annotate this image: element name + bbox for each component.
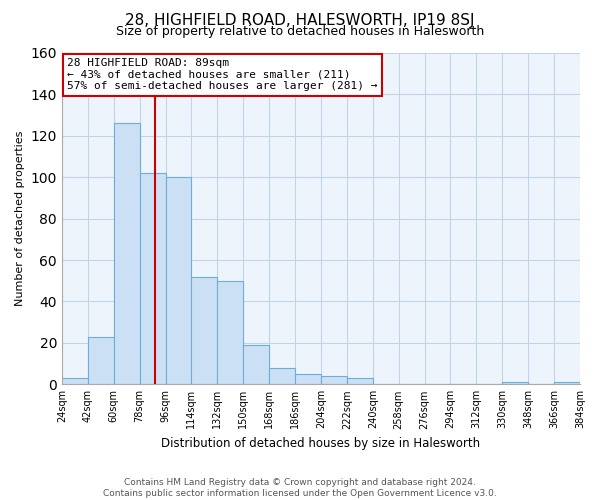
Bar xyxy=(114,124,140,384)
Bar xyxy=(554,382,580,384)
Bar xyxy=(269,368,295,384)
Bar xyxy=(217,281,243,384)
Bar xyxy=(191,276,217,384)
Text: 28 HIGHFIELD ROAD: 89sqm
← 43% of detached houses are smaller (211)
57% of semi-: 28 HIGHFIELD ROAD: 89sqm ← 43% of detach… xyxy=(67,58,377,91)
Bar xyxy=(321,376,347,384)
Bar xyxy=(347,378,373,384)
Bar xyxy=(166,177,191,384)
Text: 28, HIGHFIELD ROAD, HALESWORTH, IP19 8SJ: 28, HIGHFIELD ROAD, HALESWORTH, IP19 8SJ xyxy=(125,12,475,28)
Bar xyxy=(88,336,114,384)
Text: Size of property relative to detached houses in Halesworth: Size of property relative to detached ho… xyxy=(116,25,484,38)
Bar xyxy=(140,173,166,384)
X-axis label: Distribution of detached houses by size in Halesworth: Distribution of detached houses by size … xyxy=(161,437,481,450)
Bar xyxy=(243,345,269,385)
Bar xyxy=(295,374,321,384)
Bar xyxy=(62,378,88,384)
Bar xyxy=(502,382,528,384)
Y-axis label: Number of detached properties: Number of detached properties xyxy=(15,131,25,306)
Text: Contains HM Land Registry data © Crown copyright and database right 2024.
Contai: Contains HM Land Registry data © Crown c… xyxy=(103,478,497,498)
